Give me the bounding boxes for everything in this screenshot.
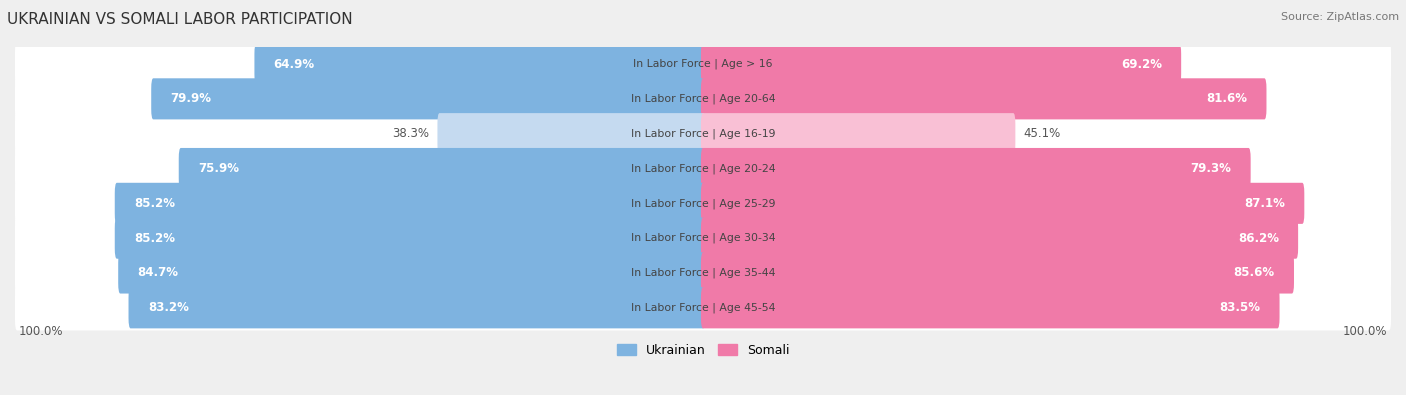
Text: 64.9%: 64.9%	[274, 58, 315, 71]
Text: In Labor Force | Age > 16: In Labor Force | Age > 16	[633, 59, 773, 69]
Text: 69.2%: 69.2%	[1121, 58, 1161, 71]
Text: 100.0%: 100.0%	[1343, 325, 1388, 338]
FancyBboxPatch shape	[702, 218, 1298, 259]
FancyBboxPatch shape	[15, 216, 1391, 261]
Text: 75.9%: 75.9%	[198, 162, 239, 175]
FancyBboxPatch shape	[702, 252, 1294, 293]
FancyBboxPatch shape	[702, 148, 1251, 189]
Text: 100.0%: 100.0%	[18, 325, 63, 338]
Text: UKRAINIAN VS SOMALI LABOR PARTICIPATION: UKRAINIAN VS SOMALI LABOR PARTICIPATION	[7, 12, 353, 27]
FancyBboxPatch shape	[152, 78, 704, 119]
Text: 38.3%: 38.3%	[392, 127, 429, 140]
FancyBboxPatch shape	[437, 113, 704, 154]
FancyBboxPatch shape	[15, 111, 1391, 156]
FancyBboxPatch shape	[15, 146, 1391, 191]
Text: 83.5%: 83.5%	[1219, 301, 1260, 314]
Text: 84.7%: 84.7%	[138, 267, 179, 280]
Text: 87.1%: 87.1%	[1244, 197, 1285, 210]
Text: Source: ZipAtlas.com: Source: ZipAtlas.com	[1281, 12, 1399, 22]
FancyBboxPatch shape	[179, 148, 704, 189]
FancyBboxPatch shape	[115, 218, 704, 259]
Text: 85.2%: 85.2%	[134, 232, 174, 245]
Text: 86.2%: 86.2%	[1237, 232, 1279, 245]
Text: In Labor Force | Age 20-64: In Labor Force | Age 20-64	[631, 94, 775, 104]
Text: 85.2%: 85.2%	[134, 197, 174, 210]
FancyBboxPatch shape	[702, 43, 1181, 85]
FancyBboxPatch shape	[118, 252, 704, 293]
Text: In Labor Force | Age 45-54: In Labor Force | Age 45-54	[631, 303, 775, 313]
FancyBboxPatch shape	[702, 78, 1267, 119]
FancyBboxPatch shape	[15, 76, 1391, 122]
FancyBboxPatch shape	[702, 183, 1305, 224]
FancyBboxPatch shape	[115, 183, 704, 224]
Text: In Labor Force | Age 35-44: In Labor Force | Age 35-44	[631, 268, 775, 278]
Text: 85.6%: 85.6%	[1233, 267, 1275, 280]
FancyBboxPatch shape	[15, 41, 1391, 87]
Text: In Labor Force | Age 25-29: In Labor Force | Age 25-29	[631, 198, 775, 209]
Text: 79.9%: 79.9%	[170, 92, 211, 105]
Legend: Ukrainian, Somali: Ukrainian, Somali	[612, 339, 794, 362]
FancyBboxPatch shape	[254, 43, 704, 85]
FancyBboxPatch shape	[128, 287, 704, 328]
FancyBboxPatch shape	[15, 250, 1391, 295]
FancyBboxPatch shape	[15, 285, 1391, 331]
FancyBboxPatch shape	[702, 113, 1015, 154]
Text: 79.3%: 79.3%	[1191, 162, 1232, 175]
Text: In Labor Force | Age 20-24: In Labor Force | Age 20-24	[631, 163, 775, 174]
Text: 81.6%: 81.6%	[1206, 92, 1247, 105]
Text: In Labor Force | Age 16-19: In Labor Force | Age 16-19	[631, 128, 775, 139]
Text: 83.2%: 83.2%	[148, 301, 188, 314]
FancyBboxPatch shape	[702, 287, 1279, 328]
FancyBboxPatch shape	[15, 181, 1391, 226]
Text: In Labor Force | Age 30-34: In Labor Force | Age 30-34	[631, 233, 775, 243]
Text: 45.1%: 45.1%	[1024, 127, 1062, 140]
